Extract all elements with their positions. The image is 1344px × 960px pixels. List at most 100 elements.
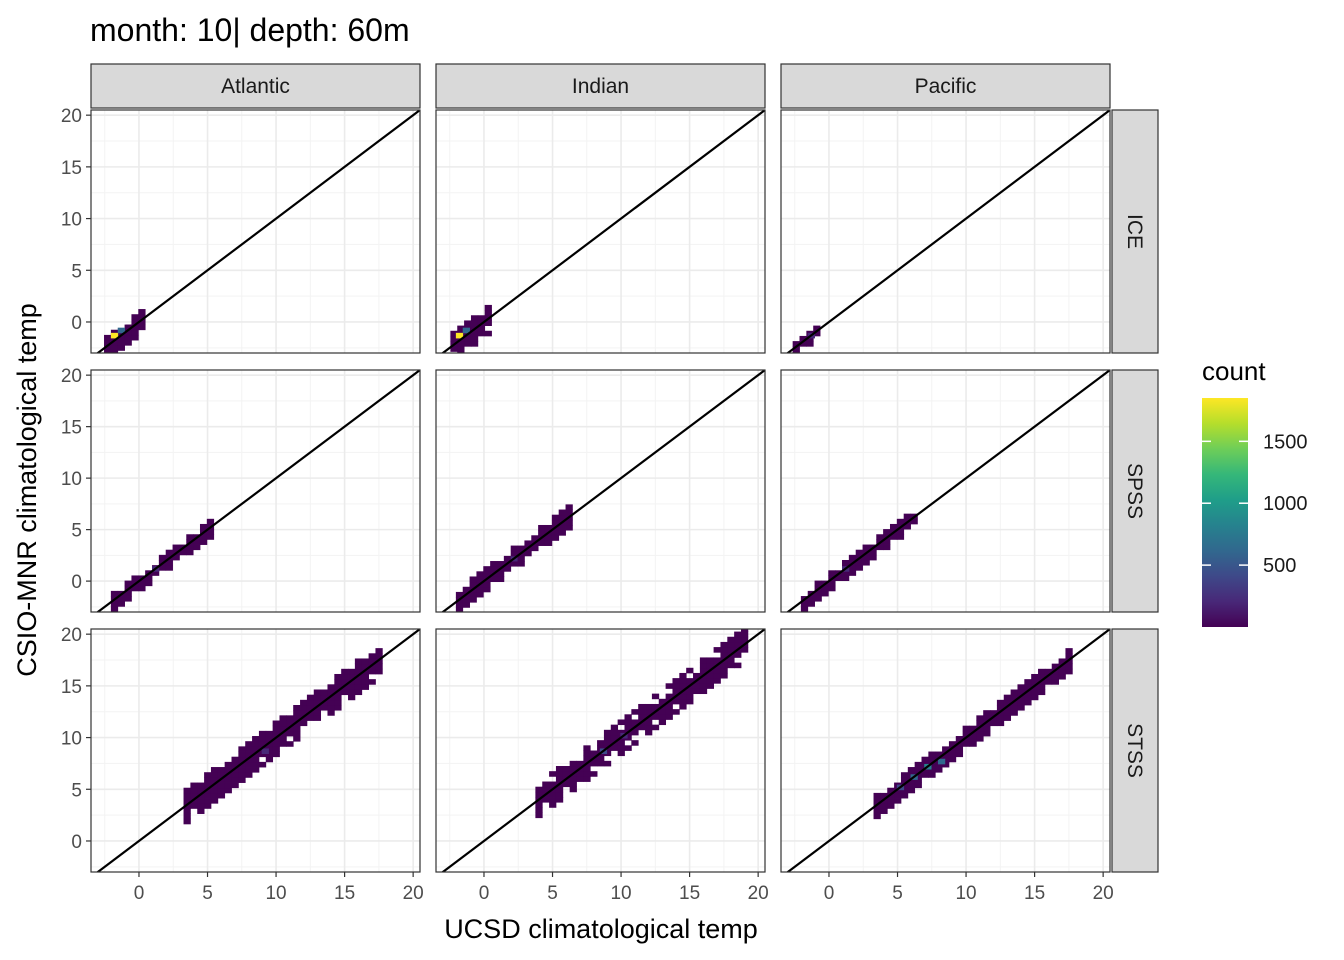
heat-tile <box>272 725 280 732</box>
heat-tile <box>279 730 287 737</box>
heat-tile <box>341 668 349 675</box>
heat-tile <box>469 581 477 588</box>
x-tick-label: 15 <box>1024 883 1045 904</box>
heat-tile <box>894 792 902 799</box>
heat-tile <box>813 325 821 332</box>
heat-tile <box>476 586 484 593</box>
heat-tile <box>1038 679 1046 685</box>
heat-tile <box>464 335 472 342</box>
heat-tile <box>741 629 749 632</box>
heat-tile <box>969 725 977 732</box>
heat-tile <box>713 667 721 674</box>
heat-tile <box>862 559 870 566</box>
heat-tile <box>720 667 728 674</box>
heat-tile <box>354 658 363 665</box>
heat-tile <box>665 703 673 710</box>
heat-tile <box>138 319 146 325</box>
identity-line <box>786 370 1110 612</box>
heat-tile <box>210 767 219 773</box>
heat-tile <box>828 580 836 587</box>
heat-tile <box>713 647 721 653</box>
heat-tile <box>197 808 205 814</box>
heat-tile <box>104 345 112 351</box>
heat-tile <box>131 319 139 325</box>
heat-tile <box>894 798 902 804</box>
heat-tile <box>624 714 632 720</box>
heat-tile <box>258 730 267 737</box>
heat-tile <box>348 668 356 675</box>
heat-tile <box>983 710 991 716</box>
heat-tile <box>110 590 119 597</box>
heat-tile <box>1010 694 1018 701</box>
heat-tile <box>197 792 205 799</box>
heat-tile <box>165 549 173 556</box>
heat-tile <box>1017 689 1025 696</box>
heat-tile <box>327 710 335 716</box>
heat-tile <box>204 777 212 783</box>
heat-tile <box>306 694 315 701</box>
heat-tile <box>477 325 486 332</box>
heat-tile <box>720 647 728 653</box>
heat-tile <box>880 803 888 809</box>
heat-tile <box>551 514 560 521</box>
heat-tile <box>293 730 301 737</box>
heat-tile <box>206 518 215 525</box>
heat-tile <box>193 544 201 551</box>
heat-tile <box>1058 658 1066 665</box>
x-tick-label: 0 <box>134 883 145 904</box>
heat-tile <box>651 714 660 720</box>
heat-tile <box>320 705 328 711</box>
heat-tile <box>948 756 957 763</box>
panel-border <box>435 369 766 613</box>
heat-tile <box>217 767 226 773</box>
heat-tile <box>193 539 201 545</box>
heat-tile <box>645 724 653 731</box>
heat-tile <box>555 791 564 798</box>
heat-tile <box>631 740 639 746</box>
y-tick-label: 20 <box>61 106 82 127</box>
heat-tile <box>873 792 881 799</box>
strip-label: STSS <box>1123 723 1146 778</box>
heat-tile <box>962 736 970 742</box>
heat-tile <box>583 750 591 757</box>
strip-ice: ICE <box>1111 109 1159 354</box>
y-tick-label: 5 <box>71 780 82 801</box>
heat-tile <box>603 729 612 736</box>
heat-tile <box>862 554 870 561</box>
panel-atlantic-stss: 0 5 10 15 20 0 5 10 15 20 <box>61 625 424 904</box>
heat-tile <box>327 689 335 696</box>
panel-indian-ice <box>435 109 766 354</box>
heat-tile <box>272 720 280 727</box>
heat-tile <box>375 648 383 654</box>
heat-tile <box>590 750 598 757</box>
heat-tile <box>1038 689 1046 696</box>
heat-tile <box>821 585 829 592</box>
panel-border <box>780 369 1111 613</box>
heat-tile <box>887 798 895 804</box>
y-tick-label: 15 <box>61 418 82 439</box>
heat-tile <box>558 530 566 536</box>
heat-tile <box>549 797 557 803</box>
heat-tile <box>693 683 701 689</box>
heat-tile <box>313 715 322 721</box>
heat-tile <box>535 802 543 808</box>
heat-tile <box>558 524 566 531</box>
heat-tile <box>104 356 111 362</box>
y-tick-label: 10 <box>61 210 82 231</box>
heat-tile <box>258 751 267 758</box>
heat-tile <box>531 545 539 552</box>
y-axis-title: CSIO-MNR climatological temp <box>12 303 42 677</box>
heat-tile <box>104 350 112 353</box>
x-tick-label: 10 <box>955 883 976 904</box>
heat-tile <box>300 705 308 711</box>
heat-tile <box>293 725 301 732</box>
heat-tile <box>990 710 998 716</box>
heat-tile <box>361 684 369 690</box>
heat-tile <box>699 678 708 684</box>
heat-tile <box>996 720 1005 727</box>
panel-indian-spss <box>435 369 766 613</box>
heat-tile <box>955 751 964 758</box>
strip-stss: STSS <box>1111 628 1159 873</box>
heat-tile <box>624 745 632 751</box>
heat-tile <box>1010 705 1018 711</box>
